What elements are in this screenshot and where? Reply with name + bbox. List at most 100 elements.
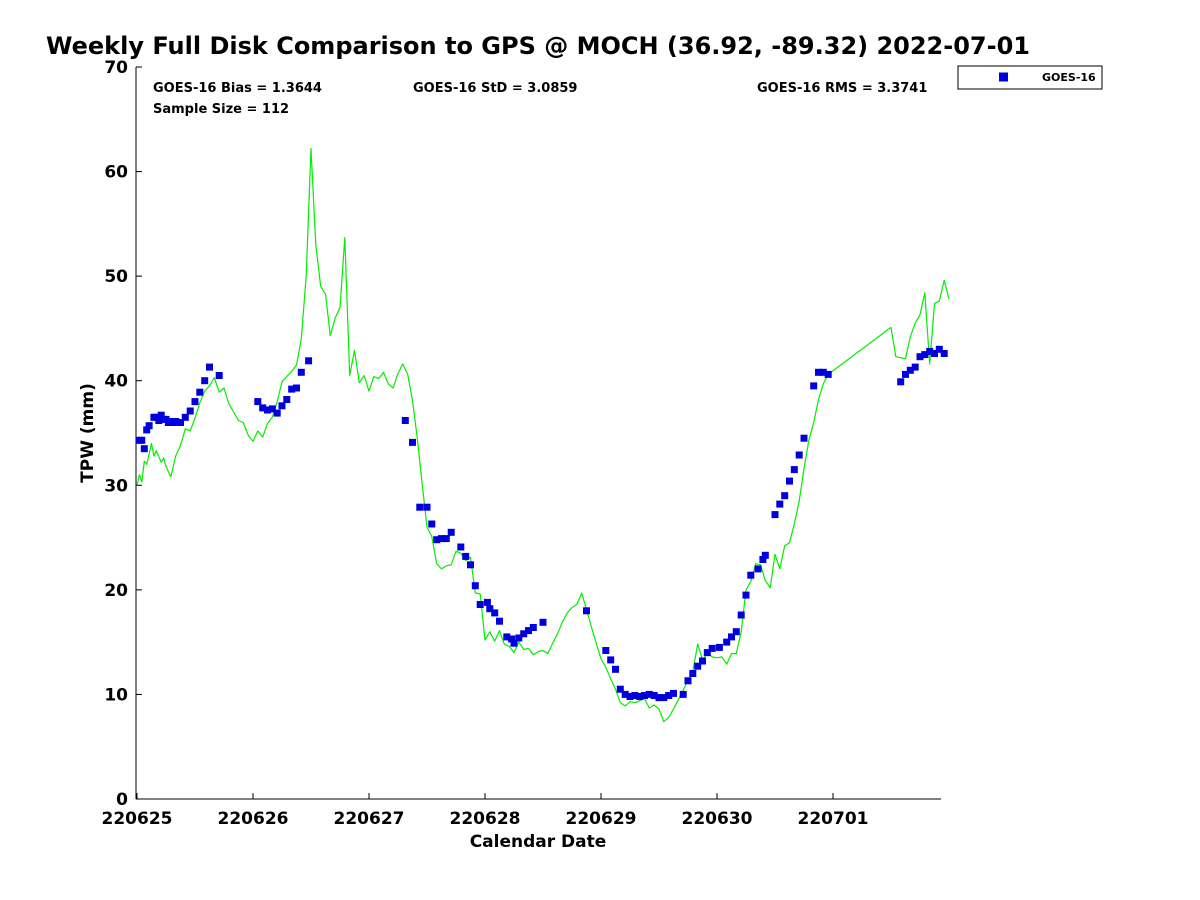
y-tick-label: 50	[104, 267, 128, 287]
goes16-point	[728, 633, 735, 641]
goes16-point	[288, 385, 296, 393]
y-axis-label: TPW (mm)	[78, 383, 98, 483]
goes16-point	[447, 528, 455, 536]
goes16-point	[433, 536, 441, 544]
goes16-point	[215, 372, 223, 379]
y-axis-ticks: 0 10 20 30 40 50 60 70	[104, 58, 142, 810]
goes16-point	[457, 543, 465, 551]
goes16-point	[694, 662, 702, 670]
goes16-point	[583, 607, 590, 615]
goes16-point	[155, 417, 163, 424]
goes16-point	[631, 692, 639, 699]
goes16-point	[529, 624, 537, 631]
goes16-point	[438, 535, 445, 543]
goes16-point	[665, 692, 673, 699]
goes16-point	[278, 402, 286, 410]
goes16-point	[181, 413, 189, 421]
goes16-point	[428, 520, 436, 528]
goes16-point	[191, 398, 199, 406]
goes16-point	[759, 556, 767, 563]
goes16-point	[655, 694, 663, 702]
goes16-point	[612, 665, 619, 673]
x-tick-label: 220701	[798, 809, 869, 829]
goes16-point	[761, 551, 769, 559]
goes16-point	[715, 643, 723, 651]
goes16-point	[790, 466, 798, 474]
goes16-point	[268, 405, 276, 413]
goes16-point	[196, 388, 204, 396]
goes16-point	[206, 363, 213, 371]
chart-title: Weekly Full Disk Comparison to GPS @ MOC…	[46, 32, 1030, 60]
goes16-point	[264, 406, 271, 414]
goes16-point	[486, 605, 494, 613]
gps-tpw-line	[136, 148, 950, 723]
y-tick-label: 70	[104, 58, 128, 78]
goes16-point	[510, 639, 518, 647]
goes16-point	[935, 345, 943, 353]
x-tick-label: 220628	[450, 809, 521, 829]
goes16-point	[471, 582, 479, 590]
goes16-point	[409, 438, 416, 446]
goes16-point	[621, 690, 629, 698]
goes16-point	[679, 690, 687, 698]
goes16-point	[305, 357, 313, 365]
goes16-point	[776, 500, 784, 508]
goes16-point	[670, 689, 677, 697]
goes16-point	[641, 692, 648, 699]
goes16-point	[645, 690, 653, 698]
goes16-point	[800, 434, 808, 442]
goes16-point	[771, 511, 779, 519]
stat-rms: GOES-16 RMS = 3.3741	[757, 81, 927, 96]
goes16-point	[273, 409, 281, 417]
x-tick-label: 220629	[566, 809, 637, 829]
goes16-point	[520, 630, 528, 638]
goes16-point	[689, 670, 697, 677]
goes16-point	[254, 398, 262, 406]
x-tick-label: 220626	[218, 809, 289, 829]
goes16-point	[754, 565, 762, 573]
plot-area	[136, 67, 941, 799]
goes16-point	[416, 503, 424, 511]
goes16-point	[940, 350, 948, 357]
goes16-point	[897, 378, 905, 386]
goes16-point	[259, 404, 267, 412]
goes16-point	[819, 368, 827, 376]
goes16-point	[157, 411, 165, 419]
y-tick-label: 60	[104, 163, 128, 183]
goes16-point	[401, 417, 409, 424]
goes16-point	[732, 628, 740, 636]
goes16-point	[931, 350, 938, 357]
goes16-point	[140, 445, 148, 453]
goes16-point	[143, 426, 151, 434]
y-tick-label: 10	[104, 685, 128, 705]
goes16-point	[742, 591, 750, 599]
x-tick-label: 220625	[102, 809, 173, 829]
legend: GOES-16	[957, 65, 1103, 90]
stat-std: GOES-16 StD = 3.0859	[413, 81, 577, 96]
goes16-point	[911, 363, 919, 371]
goes16-point	[723, 638, 731, 646]
goes16-point	[708, 644, 716, 652]
goes16-point	[172, 418, 180, 425]
goes16-point	[145, 422, 153, 430]
goes16-point	[177, 419, 184, 426]
goes16-point	[810, 382, 818, 390]
goes16-point	[781, 492, 789, 500]
goes16-point	[636, 693, 644, 700]
goes16-point	[650, 692, 658, 699]
goes16-point	[824, 370, 832, 378]
goes16-point	[491, 609, 499, 617]
goes16-point	[467, 561, 474, 569]
goes16-point	[703, 649, 711, 657]
goes16-point	[297, 368, 305, 376]
goes16-point	[508, 635, 516, 643]
x-axis-label: Calendar Date	[470, 832, 607, 852]
series-layer	[135, 148, 950, 723]
y-tick-label: 30	[104, 476, 128, 496]
y-tick-label: 20	[104, 581, 128, 601]
goes16-point	[496, 617, 503, 625]
goes16-point	[201, 377, 209, 385]
goes16-point	[626, 693, 634, 700]
x-tick-label: 220627	[334, 809, 405, 829]
x-tick-label: 220630	[682, 809, 753, 829]
